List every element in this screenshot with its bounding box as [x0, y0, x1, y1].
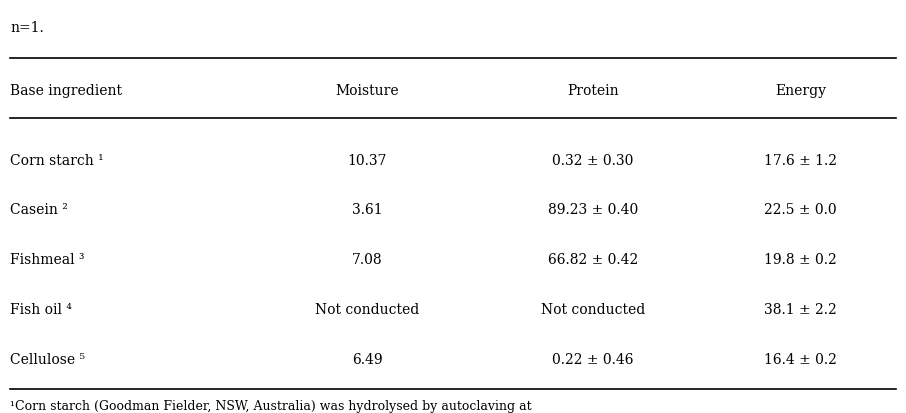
Text: 38.1 ± 2.2: 38.1 ± 2.2: [765, 302, 837, 316]
Text: 10.37: 10.37: [347, 153, 387, 167]
Text: 0.32 ± 0.30: 0.32 ± 0.30: [553, 153, 633, 167]
Text: ¹Corn starch (Goodman Fielder, NSW, Australia) was hydrolysed by autoclaving at: ¹Corn starch (Goodman Fielder, NSW, Aust…: [11, 399, 532, 412]
Text: 89.23 ± 0.40: 89.23 ± 0.40: [548, 203, 638, 217]
Text: 66.82 ± 0.42: 66.82 ± 0.42: [548, 253, 638, 266]
Text: 6.49: 6.49: [352, 352, 382, 366]
Text: Fishmeal ³: Fishmeal ³: [11, 253, 85, 266]
Text: Corn starch ¹: Corn starch ¹: [11, 153, 104, 167]
Text: n=1.: n=1.: [11, 21, 44, 35]
Text: 19.8 ± 0.2: 19.8 ± 0.2: [765, 253, 837, 266]
Text: 17.6 ± 1.2: 17.6 ± 1.2: [765, 153, 837, 167]
Text: Moisture: Moisture: [335, 84, 399, 98]
Text: Base ingredient: Base ingredient: [11, 84, 122, 98]
Text: 16.4 ± 0.2: 16.4 ± 0.2: [765, 352, 837, 366]
Text: Cellulose ⁵: Cellulose ⁵: [11, 352, 85, 366]
Text: Not conducted: Not conducted: [541, 302, 645, 316]
Text: Fish oil ⁴: Fish oil ⁴: [11, 302, 72, 316]
Text: 7.08: 7.08: [352, 253, 382, 266]
Text: 0.22 ± 0.46: 0.22 ± 0.46: [553, 352, 634, 366]
Text: 3.61: 3.61: [352, 203, 382, 217]
Text: Not conducted: Not conducted: [315, 302, 419, 316]
Text: Energy: Energy: [776, 84, 826, 98]
Text: Protein: Protein: [567, 84, 619, 98]
Text: Casein ²: Casein ²: [11, 203, 68, 217]
Text: 22.5 ± 0.0: 22.5 ± 0.0: [765, 203, 837, 217]
